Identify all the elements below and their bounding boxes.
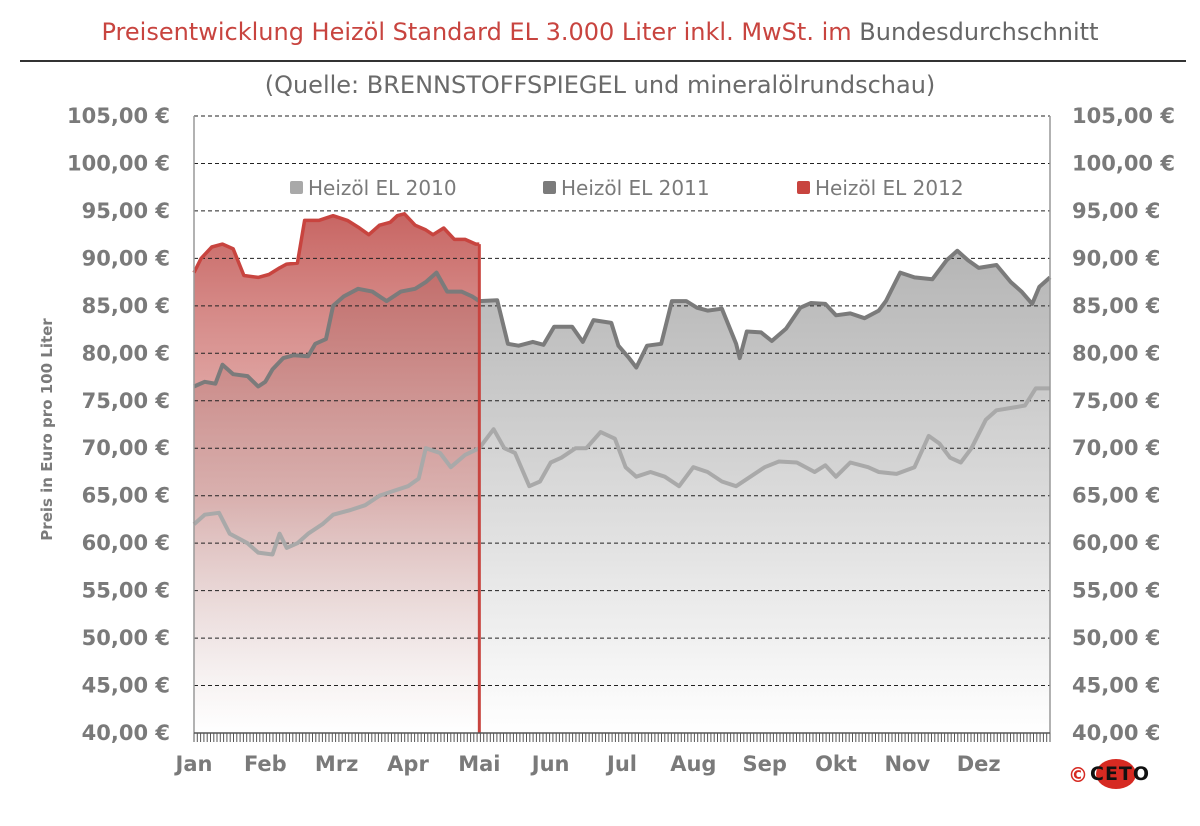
ceto-logo-disc bbox=[1096, 759, 1136, 789]
line-heizoel-2011 bbox=[193, 248, 1052, 389]
y-tick-label-left: 90,00 € bbox=[82, 246, 170, 270]
y-tick-label-left: 70,00 € bbox=[82, 436, 170, 460]
y-tick-label-left: 65,00 € bbox=[82, 484, 170, 508]
x-tick-label: Sep bbox=[742, 752, 786, 776]
y-tick-label-right: 75,00 € bbox=[1072, 389, 1160, 413]
chart-title-rest: Bundesdurchschnitt bbox=[859, 18, 1099, 46]
x-tick-label: Feb bbox=[244, 752, 287, 776]
legend-label-2010: Heizöl EL 2010 bbox=[308, 176, 457, 200]
copyright-symbol: © bbox=[1068, 763, 1088, 787]
x-tick-label: Nov bbox=[884, 752, 930, 776]
y-tick-label-left: 55,00 € bbox=[82, 579, 170, 603]
y-tick-label-right: 70,00 € bbox=[1072, 436, 1160, 460]
y-tick-label-right: 90,00 € bbox=[1072, 246, 1160, 270]
y-tick-label-left: 60,00 € bbox=[82, 531, 170, 555]
x-axis-minor-ticks bbox=[193, 733, 1051, 742]
y-tick-label-left: 95,00 € bbox=[82, 199, 170, 223]
y-axis-title: Preis in Euro pro 100 Liter bbox=[38, 318, 56, 541]
legend-label-2011: Heizöl EL 2011 bbox=[561, 176, 710, 200]
line-heizoel-2010 bbox=[192, 386, 1050, 557]
x-tick-label: Dez bbox=[957, 752, 1001, 776]
x-tick-label: Jan bbox=[174, 752, 213, 776]
x-tick-label: Aug bbox=[670, 752, 716, 776]
x-tick-label: Mai bbox=[458, 752, 500, 776]
y-tick-label-left: 40,00 € bbox=[82, 721, 170, 745]
ceto-logo-text: CETO bbox=[1090, 763, 1151, 785]
line-heizoel-2012 bbox=[192, 212, 480, 280]
y-tick-label-left: 85,00 € bbox=[82, 294, 170, 318]
y-tick-label-left: 45,00 € bbox=[82, 674, 170, 698]
y-tick-label-right: 55,00 € bbox=[1072, 579, 1160, 603]
y-tick-label-right: 100,00 € bbox=[1072, 151, 1175, 175]
y-tick-label-right: 40,00 € bbox=[1072, 721, 1160, 745]
y-tick-label-left: 100,00 € bbox=[67, 151, 170, 175]
y-tick-label-right: 105,00 € bbox=[1072, 104, 1175, 128]
title-divider bbox=[20, 60, 1186, 62]
legend-label-2012: Heizöl EL 2012 bbox=[815, 176, 964, 200]
x-tick-label: Apr bbox=[387, 752, 429, 776]
legend-swatch-2011 bbox=[543, 181, 556, 194]
legend-swatch-2010 bbox=[290, 181, 303, 194]
y-tick-label-right: 85,00 € bbox=[1072, 294, 1160, 318]
y-tick-label-left: 80,00 € bbox=[82, 341, 170, 365]
y-tick-label-right: 45,00 € bbox=[1072, 674, 1160, 698]
legend-swatch-2012 bbox=[797, 181, 810, 194]
y-tick-label-right: 80,00 € bbox=[1072, 341, 1160, 365]
chart-title-colored: Preisentwicklung Heizöl Standard EL 3.00… bbox=[101, 18, 852, 46]
y-tick-label-right: 95,00 € bbox=[1072, 199, 1160, 223]
x-tick-label: Jul bbox=[605, 752, 637, 776]
y-tick-label-right: 60,00 € bbox=[1072, 531, 1160, 555]
y-tick-label-right: 65,00 € bbox=[1072, 484, 1160, 508]
y-tick-label-left: 105,00 € bbox=[67, 104, 170, 128]
area-heizoel-2012 bbox=[194, 213, 480, 734]
y-tick-label-left: 75,00 € bbox=[82, 389, 170, 413]
chart-title: Preisentwicklung Heizöl Standard EL 3.00… bbox=[0, 18, 1200, 46]
y-tick-label-right: 50,00 € bbox=[1072, 626, 1160, 650]
x-tick-label: Jun bbox=[530, 752, 570, 776]
chart-subtitle: (Quelle: BRENNSTOFFSPIEGEL und mineralöl… bbox=[264, 71, 936, 99]
x-tick-label: Mrz bbox=[315, 752, 358, 776]
ceto-logo: CETO bbox=[1090, 758, 1152, 790]
x-tick-label: Okt bbox=[815, 752, 857, 776]
y-tick-label-left: 50,00 € bbox=[82, 626, 170, 650]
